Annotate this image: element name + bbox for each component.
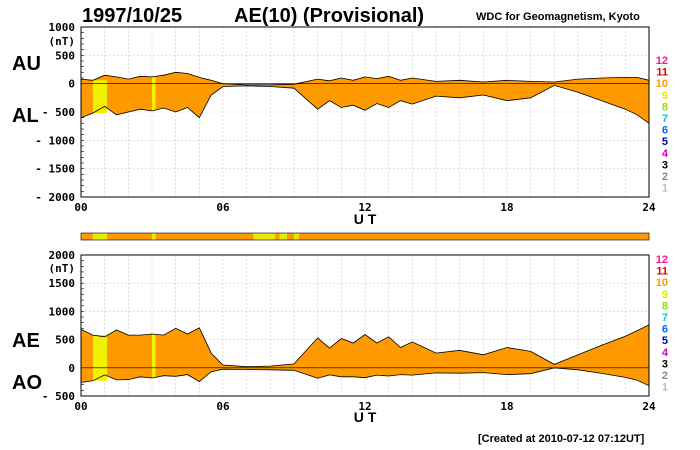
activity-bar-segment bbox=[279, 233, 287, 240]
legend-level-7: 7 bbox=[662, 312, 668, 324]
legend-level-4: 4 bbox=[662, 148, 669, 160]
activity-bar-segment bbox=[107, 233, 152, 240]
activity-bar-segment bbox=[298, 233, 649, 240]
legend-level-11: 11 bbox=[656, 67, 668, 79]
series-line-au bbox=[80, 71, 650, 86]
y-tick-label: - 1000 bbox=[35, 134, 75, 147]
x-tick-label: 12 bbox=[358, 201, 371, 214]
activity-bar-segment bbox=[294, 233, 299, 240]
x-tick-label: 24 bbox=[642, 400, 656, 413]
legend-level-9: 9 bbox=[662, 90, 668, 102]
series-label-ae: AE bbox=[12, 330, 40, 352]
y-tick-label: - 2000 bbox=[35, 191, 75, 204]
y-tick-label: 500 bbox=[55, 334, 75, 347]
legend-level-1: 1 bbox=[662, 382, 668, 394]
x-tick-label: 12 bbox=[358, 400, 371, 413]
range-area bbox=[81, 72, 649, 124]
legend-level-5: 5 bbox=[662, 335, 668, 347]
y-tick-label: - 500 bbox=[42, 106, 75, 119]
plot-frame bbox=[80, 254, 650, 397]
x-axis-label: U T bbox=[354, 211, 377, 227]
y-tick-label: 1000 bbox=[49, 305, 76, 318]
x-tick-label: 18 bbox=[500, 400, 513, 413]
series-label-al: AL bbox=[12, 105, 39, 127]
series-label-ao: AO bbox=[12, 372, 42, 394]
x-tick-label: 00 bbox=[74, 201, 87, 214]
legend-level-9: 9 bbox=[662, 289, 668, 301]
y-tick-label: 0 bbox=[68, 78, 75, 91]
activity-bar-segment bbox=[253, 233, 276, 240]
activity-level-bar bbox=[80, 232, 650, 241]
legend-level-6: 6 bbox=[662, 125, 668, 137]
activity-highlight-band bbox=[152, 333, 156, 378]
y-unit-label: (nT) bbox=[49, 35, 76, 48]
legend-level-8: 8 bbox=[662, 101, 668, 113]
legend-level-11: 11 bbox=[656, 266, 668, 278]
series-line-ao bbox=[80, 367, 650, 387]
chart-date: 1997/10/25 bbox=[82, 5, 182, 27]
activity-highlight-band bbox=[92, 80, 108, 114]
legend-level-12: 12 bbox=[656, 254, 668, 266]
activity-bar-segment bbox=[286, 233, 294, 240]
legend-level-7: 7 bbox=[662, 113, 668, 125]
y-tick-label: - 1500 bbox=[35, 163, 75, 176]
legend-level-2: 2 bbox=[662, 171, 668, 183]
y-tick-label: 1000 bbox=[49, 21, 76, 34]
x-axis-label: U T bbox=[354, 409, 377, 425]
legend-level-1: 1 bbox=[662, 183, 668, 195]
legend-level-10: 10 bbox=[656, 277, 668, 289]
activity-bar-segment bbox=[81, 233, 93, 240]
activity-bar-segment bbox=[275, 233, 280, 240]
range-area bbox=[81, 324, 649, 386]
x-tick-label: 06 bbox=[216, 400, 230, 413]
legend-level-10: 10 bbox=[656, 78, 668, 90]
legend-level-6: 6 bbox=[662, 324, 668, 336]
activity-highlight-band bbox=[92, 335, 108, 381]
x-tick-label: 18 bbox=[500, 201, 513, 214]
activity-highlight-band bbox=[152, 76, 156, 111]
series-line-ae bbox=[80, 324, 650, 368]
created-timestamp: [Created at 2010-07-12 07:12UT] bbox=[478, 433, 645, 445]
y-tick-label: 2000 bbox=[49, 249, 76, 262]
activity-bar-frame bbox=[80, 232, 650, 241]
chart-title: AE(10) (Provisional) bbox=[234, 5, 424, 27]
legend-level-2: 2 bbox=[662, 370, 668, 382]
y-tick-label: 1500 bbox=[49, 277, 76, 290]
x-tick-label: 00 bbox=[74, 400, 87, 413]
activity-bar-segment bbox=[92, 233, 108, 240]
y-tick-label: 500 bbox=[55, 49, 75, 62]
y-tick-label: 0 bbox=[68, 362, 75, 375]
legend-level-3: 3 bbox=[662, 159, 668, 171]
activity-bar-segment bbox=[155, 233, 254, 240]
series-label-au: AU bbox=[12, 53, 41, 75]
data-source: WDC for Geomagnetism, Kyoto bbox=[476, 11, 640, 23]
legend-level-3: 3 bbox=[662, 358, 668, 370]
x-tick-label: 06 bbox=[216, 201, 230, 214]
plot-frame bbox=[80, 26, 650, 198]
activity-bar-segment bbox=[152, 233, 156, 240]
y-tick-label: - 500 bbox=[42, 390, 75, 403]
legend-level-12: 12 bbox=[656, 55, 668, 67]
y-unit-label: (nT) bbox=[49, 262, 76, 275]
legend-level-4: 4 bbox=[662, 347, 669, 359]
legend-level-8: 8 bbox=[662, 300, 668, 312]
series-line-al bbox=[80, 84, 650, 124]
legend-level-5: 5 bbox=[662, 136, 668, 148]
x-tick-label: 24 bbox=[642, 201, 656, 214]
